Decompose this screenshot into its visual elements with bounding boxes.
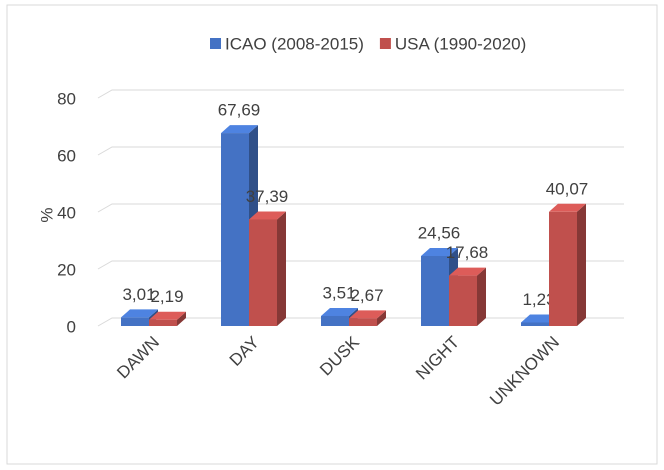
bar-side xyxy=(377,310,386,326)
bar-top xyxy=(449,267,486,276)
bar-top xyxy=(321,307,358,316)
bar xyxy=(349,318,377,326)
chart-border xyxy=(6,4,658,465)
legend-label: USA (1990-2020) xyxy=(395,34,526,53)
y-tick-label: 40 xyxy=(57,203,76,222)
y-tick-label: 80 xyxy=(57,89,76,108)
data-label: 2,19 xyxy=(150,287,183,306)
y-axis-label: % xyxy=(37,207,56,222)
bar xyxy=(249,219,277,326)
bar xyxy=(449,275,477,326)
legend-swatch xyxy=(379,38,391,49)
y-tick-label: 20 xyxy=(57,260,76,279)
bar xyxy=(549,211,577,326)
y-tick-label: 0 xyxy=(67,317,76,336)
data-label: 40,07 xyxy=(546,179,589,198)
bar-top xyxy=(149,311,186,320)
bar xyxy=(321,315,349,326)
bar-top xyxy=(249,211,286,220)
bar xyxy=(421,256,449,326)
data-label: 2,67 xyxy=(350,286,383,305)
bar-side xyxy=(577,203,586,326)
bar-side xyxy=(477,267,486,326)
bar xyxy=(149,319,177,326)
data-label: 24,56 xyxy=(418,223,461,242)
bar-top xyxy=(549,203,586,212)
grid-line xyxy=(97,89,624,99)
data-label: 1,23 xyxy=(522,290,555,309)
bar-top xyxy=(221,125,258,134)
bar xyxy=(121,317,149,326)
legend-swatch xyxy=(210,38,221,49)
bar xyxy=(521,322,549,326)
data-label: 3,01 xyxy=(122,285,155,304)
data-label: 17,68 xyxy=(446,243,489,262)
bar-side xyxy=(277,211,286,326)
grid-line xyxy=(97,146,624,156)
bar-top xyxy=(521,314,558,323)
bar-top xyxy=(121,309,158,318)
legend-label: ICAO (2008-2015) xyxy=(225,34,364,53)
grid-line xyxy=(97,203,624,213)
bar-top xyxy=(421,248,458,257)
bar-top xyxy=(349,310,386,319)
bar xyxy=(221,133,249,326)
data-label: 67,69 xyxy=(218,101,261,120)
y-tick-label: 60 xyxy=(57,146,76,165)
bar-side xyxy=(177,311,186,326)
data-label: 37,39 xyxy=(246,187,289,206)
data-label: 3,51 xyxy=(322,283,355,302)
